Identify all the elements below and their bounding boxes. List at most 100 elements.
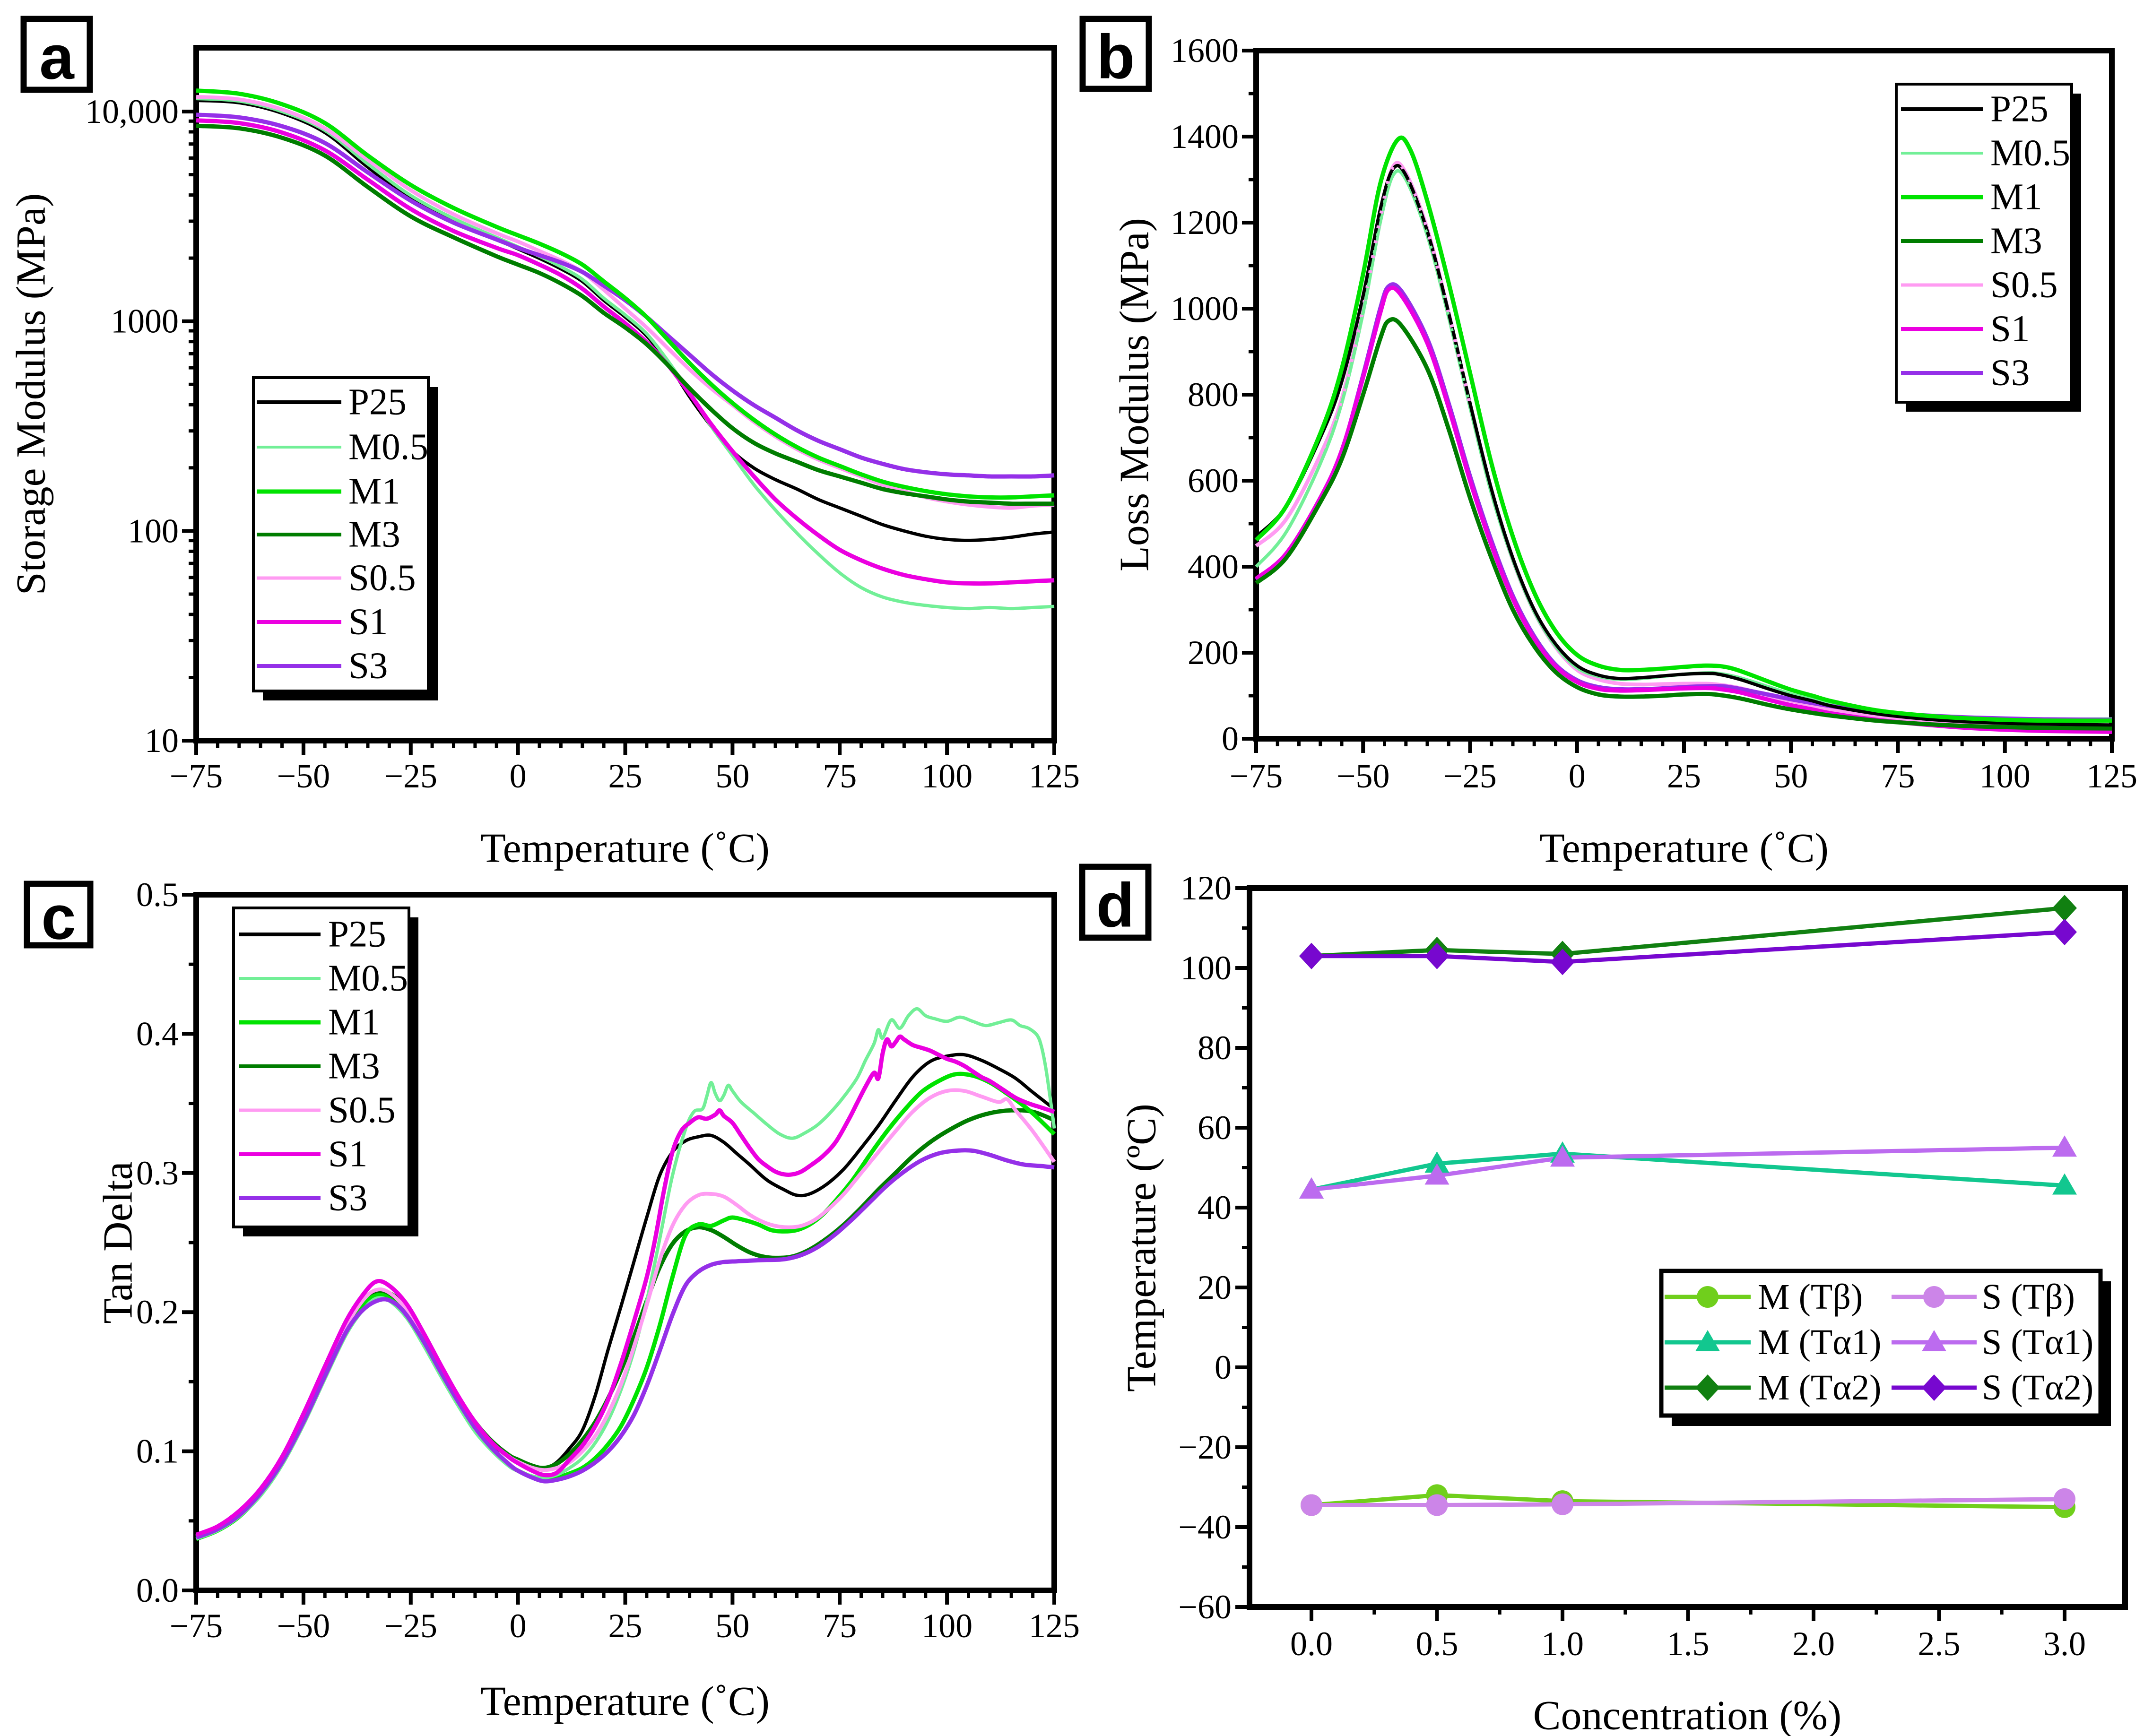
svg-text:50: 50	[1774, 757, 1808, 795]
svg-text:0.0: 0.0	[136, 1572, 179, 1609]
svg-text:M3: M3	[328, 1046, 380, 1087]
svg-text:0: 0	[1215, 1348, 1232, 1386]
svg-text:125: 125	[1029, 757, 1080, 795]
svg-text:M0.5: M0.5	[348, 427, 428, 468]
svg-text:S3: S3	[348, 646, 388, 687]
svg-text:S (Tβ): S (Tβ)	[1982, 1277, 2075, 1317]
svg-text:0.2: 0.2	[136, 1293, 179, 1331]
svg-text:P25: P25	[328, 914, 386, 955]
svg-text:0.3: 0.3	[136, 1154, 179, 1192]
svg-text:50: 50	[715, 757, 749, 795]
svg-text:−75: −75	[1230, 757, 1283, 795]
svg-text:S1: S1	[1990, 309, 2030, 350]
svg-text:Loss Modulus (MPa): Loss Modulus (MPa)	[1112, 218, 1158, 571]
svg-text:a: a	[39, 23, 75, 92]
svg-text:M (Tα1): M (Tα1)	[1758, 1322, 1881, 1362]
svg-text:b: b	[1097, 22, 1135, 92]
svg-text:0: 0	[1569, 757, 1586, 795]
svg-text:P25: P25	[1990, 89, 2049, 130]
svg-text:Temperature (˚C): Temperature (˚C)	[1539, 826, 1829, 872]
svg-text:S3: S3	[328, 1178, 367, 1219]
svg-text:75: 75	[1881, 757, 1915, 795]
svg-text:3.0: 3.0	[2043, 1625, 2086, 1663]
svg-text:25: 25	[1667, 757, 1701, 795]
svg-text:1600: 1600	[1171, 32, 1239, 69]
svg-text:25: 25	[608, 757, 642, 795]
svg-text:0.0: 0.0	[1290, 1625, 1333, 1663]
svg-text:Concentration (%): Concentration (%)	[1533, 1693, 1841, 1736]
svg-text:M (Tβ): M (Tβ)	[1758, 1277, 1863, 1317]
svg-text:100: 100	[1181, 949, 1232, 987]
svg-text:40: 40	[1198, 1189, 1232, 1226]
svg-text:2.0: 2.0	[1792, 1625, 1835, 1663]
svg-text:75: 75	[823, 1607, 857, 1645]
svg-text:0: 0	[510, 1607, 527, 1645]
svg-text:75: 75	[823, 757, 857, 795]
svg-text:1400: 1400	[1171, 118, 1239, 155]
svg-text:0.1: 0.1	[136, 1433, 179, 1470]
svg-text:120: 120	[1181, 869, 1232, 907]
svg-text:10: 10	[145, 722, 179, 760]
svg-text:2.5: 2.5	[1918, 1625, 1961, 1663]
svg-text:1000: 1000	[1171, 290, 1239, 328]
svg-text:S (Tα1): S (Tα1)	[1982, 1322, 2093, 1362]
svg-text:S0.5: S0.5	[1990, 265, 2058, 306]
svg-text:−25: −25	[384, 1607, 437, 1645]
svg-text:800: 800	[1188, 376, 1239, 414]
svg-text:0: 0	[1222, 720, 1239, 758]
svg-text:M1: M1	[1990, 177, 2042, 218]
svg-text:−50: −50	[1337, 757, 1390, 795]
svg-text:−50: −50	[277, 757, 330, 795]
svg-text:1000: 1000	[111, 302, 179, 340]
svg-text:1200: 1200	[1171, 204, 1239, 242]
svg-text:S1: S1	[348, 602, 388, 643]
svg-text:Temperature (ºC): Temperature (ºC)	[1119, 1104, 1165, 1392]
svg-text:M3: M3	[348, 514, 400, 555]
svg-text:50: 50	[715, 1607, 749, 1645]
svg-text:80: 80	[1198, 1029, 1232, 1067]
svg-text:c: c	[41, 883, 76, 952]
svg-text:S3: S3	[1990, 353, 2030, 394]
svg-text:200: 200	[1188, 634, 1239, 672]
svg-text:S1: S1	[328, 1134, 367, 1175]
svg-text:S (Tα2): S (Tα2)	[1982, 1368, 2093, 1408]
svg-text:100: 100	[921, 757, 972, 795]
svg-text:0.4: 0.4	[136, 1015, 179, 1053]
svg-text:M0.5: M0.5	[1990, 133, 2070, 174]
svg-text:0: 0	[510, 757, 527, 795]
svg-text:M0.5: M0.5	[328, 958, 408, 999]
svg-text:10,000: 10,000	[85, 93, 179, 130]
svg-text:S0.5: S0.5	[328, 1090, 396, 1131]
svg-text:Storage Modulus (MPa): Storage Modulus (MPa)	[9, 193, 54, 596]
svg-text:1.0: 1.0	[1541, 1625, 1584, 1663]
svg-text:−75: −75	[170, 1607, 223, 1645]
svg-text:M1: M1	[348, 471, 400, 512]
svg-text:60: 60	[1198, 1109, 1232, 1147]
svg-text:−25: −25	[384, 757, 437, 795]
svg-text:Tan Delta: Tan Delta	[95, 1161, 141, 1323]
svg-text:M1: M1	[328, 1002, 380, 1043]
svg-text:P25: P25	[348, 382, 407, 423]
svg-text:M (Tα2): M (Tα2)	[1758, 1368, 1881, 1408]
svg-text:125: 125	[2086, 757, 2137, 795]
svg-text:−40: −40	[1178, 1508, 1232, 1546]
svg-text:Temperature (˚C): Temperature (˚C)	[480, 826, 770, 872]
svg-text:125: 125	[1029, 1607, 1080, 1645]
svg-text:−20: −20	[1178, 1428, 1232, 1466]
svg-text:d: d	[1096, 871, 1135, 940]
svg-text:20: 20	[1198, 1269, 1232, 1306]
svg-text:100: 100	[1979, 757, 2031, 795]
svg-text:1.5: 1.5	[1667, 1625, 1710, 1663]
svg-text:−25: −25	[1443, 757, 1497, 795]
svg-text:100: 100	[921, 1607, 972, 1645]
svg-text:Temperature (˚C): Temperature (˚C)	[480, 1679, 770, 1725]
svg-text:400: 400	[1188, 548, 1239, 586]
svg-text:100: 100	[128, 512, 179, 550]
svg-text:25: 25	[608, 1607, 642, 1645]
svg-text:−75: −75	[170, 757, 223, 795]
svg-text:M3: M3	[1990, 221, 2042, 262]
svg-text:600: 600	[1188, 462, 1239, 500]
svg-text:0.5: 0.5	[1416, 1625, 1458, 1663]
svg-text:−60: −60	[1178, 1588, 1232, 1626]
svg-text:S0.5: S0.5	[348, 558, 416, 599]
